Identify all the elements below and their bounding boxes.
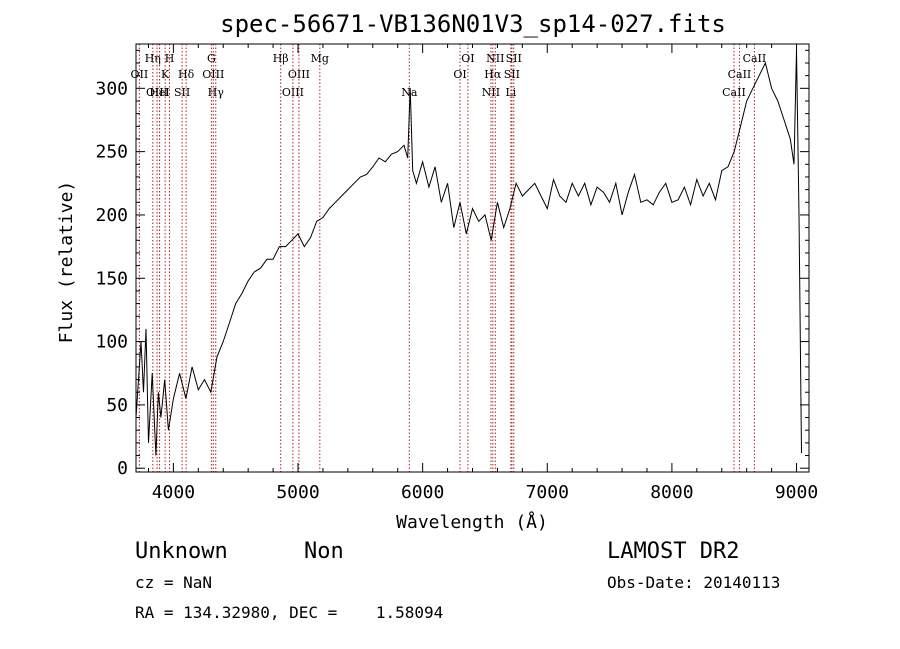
- emission-line-label: OIII: [146, 86, 168, 99]
- emission-line-label: Li: [505, 86, 516, 99]
- emission-line-label: OII: [131, 68, 149, 81]
- emission-line-label: Hη: [145, 52, 161, 65]
- object-subclass: Non: [304, 539, 344, 564]
- y-tick-label: 50: [106, 395, 128, 416]
- emission-line-label: HeI: [149, 86, 169, 99]
- emission-line-label: OIII: [282, 86, 304, 99]
- emission-line-label: K: [161, 68, 170, 81]
- chart-title: spec-56671-VB136N01V3_sp14-027.fits: [220, 10, 726, 38]
- emission-line-labels: OIIHηOIIIHeIKHSIIHδGOIIIHγHβOIIIOIIIMgNa…: [131, 52, 767, 99]
- emission-line-label: SII: [504, 68, 520, 81]
- emission-line-label: NII: [482, 86, 500, 99]
- survey-name: LAMOST DR2: [607, 539, 740, 564]
- object-class: Unknown: [135, 539, 228, 564]
- y-tick-label: 250: [95, 142, 128, 163]
- x-tick-label: 6000: [401, 482, 444, 503]
- emission-line-label: Hα: [484, 68, 502, 81]
- emission-line-label: CaII: [722, 86, 746, 99]
- y-tick-label: 0: [117, 458, 128, 479]
- emission-line-label: OI: [453, 68, 466, 81]
- emission-line-label: SII: [174, 86, 190, 99]
- y-tick-label: 100: [95, 332, 128, 353]
- emission-line-label: Hβ: [273, 52, 289, 65]
- emission-line-label: SII: [506, 52, 522, 65]
- emission-line-label: Mg: [311, 52, 329, 65]
- plot-frame: [135, 43, 810, 473]
- emission-line-label: OIII: [202, 68, 224, 81]
- emission-line-label: Na: [401, 86, 418, 99]
- emission-line-label: H: [165, 52, 175, 65]
- emission-line-label: G: [207, 52, 216, 65]
- emission-line-label: NII: [486, 52, 504, 65]
- x-axis: 4000 5000 6000 7000 8000 9000: [147, 44, 818, 503]
- x-tick-label: 8000: [650, 482, 693, 503]
- observation-date: Obs-Date: 20140113: [607, 573, 781, 592]
- x-tick-label: 4000: [152, 482, 195, 503]
- spectrum-series-line: [135, 50, 802, 456]
- y-tick-label: 150: [95, 268, 128, 289]
- y-tick-label: 200: [95, 205, 128, 226]
- emission-line-label: Hδ: [178, 68, 195, 81]
- y-axis-label: Flux (relative): [56, 181, 77, 344]
- x-tick-label: 9000: [775, 482, 818, 503]
- x-axis-label: Wavelength (Å): [396, 511, 548, 533]
- emission-line-label: OIII: [288, 68, 310, 81]
- y-tick-label: 300: [95, 78, 128, 99]
- emission-line-label: CaII: [743, 52, 767, 65]
- sky-coordinates: RA = 134.32980, DEC = 1.58094: [135, 603, 444, 622]
- y-axis: 0 50 100 150 200 250 300: [95, 49, 809, 479]
- emission-line-markers: [138, 44, 755, 472]
- x-tick-label: 5000: [276, 482, 319, 503]
- x-tick-label: 7000: [526, 482, 569, 503]
- emission-line-label: Hγ: [208, 86, 225, 99]
- redshift-cz: cz = NaN: [135, 573, 213, 592]
- emission-line-label: CaII: [728, 68, 752, 81]
- emission-line-label: OI: [461, 52, 474, 65]
